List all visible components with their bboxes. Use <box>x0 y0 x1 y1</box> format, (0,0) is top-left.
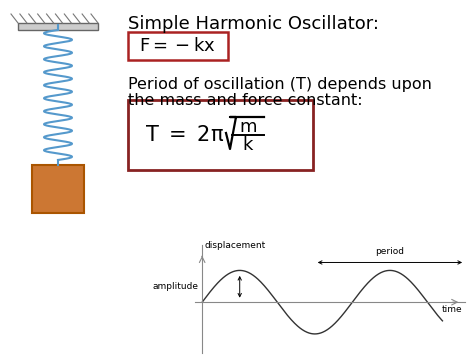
Text: $\mathrm{m}$: $\mathrm{m}$ <box>239 118 257 136</box>
Text: displacement: displacement <box>205 241 266 250</box>
Text: Simple Harmonic Oscillator:: Simple Harmonic Oscillator: <box>128 15 379 33</box>
Text: time: time <box>441 305 462 314</box>
Text: $\mathrm{T\ =\ 2\pi}$: $\mathrm{T\ =\ 2\pi}$ <box>145 125 224 145</box>
Text: period: period <box>375 247 404 256</box>
Bar <box>32 165 84 213</box>
Bar <box>128 100 313 170</box>
Text: $\mathrm{k}$: $\mathrm{k}$ <box>242 136 254 154</box>
Text: amplitude: amplitude <box>153 282 199 291</box>
Bar <box>18 23 98 30</box>
Text: Period of oscillation (T) depends upon: Period of oscillation (T) depends upon <box>128 77 432 92</box>
Bar <box>128 32 228 60</box>
Text: the mass and force constant:: the mass and force constant: <box>128 93 363 108</box>
Text: $\mathrm{F = - kx}$: $\mathrm{F = - kx}$ <box>139 37 217 55</box>
